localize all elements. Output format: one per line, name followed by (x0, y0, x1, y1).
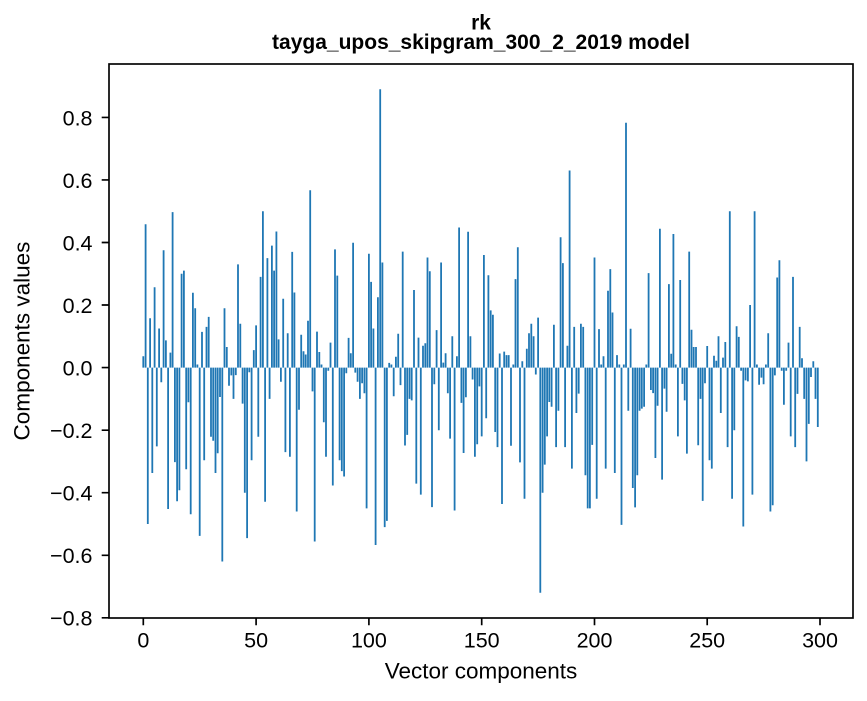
svg-text:−0.4: −0.4 (50, 482, 92, 506)
svg-text:0.8: 0.8 (63, 106, 93, 130)
svg-text:100: 100 (351, 629, 387, 653)
svg-text:−0.2: −0.2 (50, 419, 92, 443)
svg-text:0.0: 0.0 (63, 357, 93, 381)
svg-text:150: 150 (464, 629, 500, 653)
svg-text:−0.6: −0.6 (50, 544, 92, 568)
svg-text:−0.8: −0.8 (50, 607, 92, 631)
svg-text:Components values: Components values (10, 242, 35, 441)
svg-text:tayga_upos_skipgram_300_2_2019: tayga_upos_skipgram_300_2_2019 model (272, 31, 690, 54)
svg-text:0: 0 (137, 629, 149, 653)
svg-text:0.2: 0.2 (63, 294, 93, 318)
svg-text:250: 250 (689, 629, 725, 653)
svg-text:200: 200 (577, 629, 613, 653)
svg-text:300: 300 (802, 629, 838, 653)
svg-text:Vector components: Vector components (385, 659, 578, 684)
svg-text:50: 50 (244, 629, 268, 653)
svg-text:rk: rk (471, 12, 491, 35)
svg-text:0.4: 0.4 (63, 231, 93, 255)
svg-text:0.6: 0.6 (63, 169, 93, 193)
